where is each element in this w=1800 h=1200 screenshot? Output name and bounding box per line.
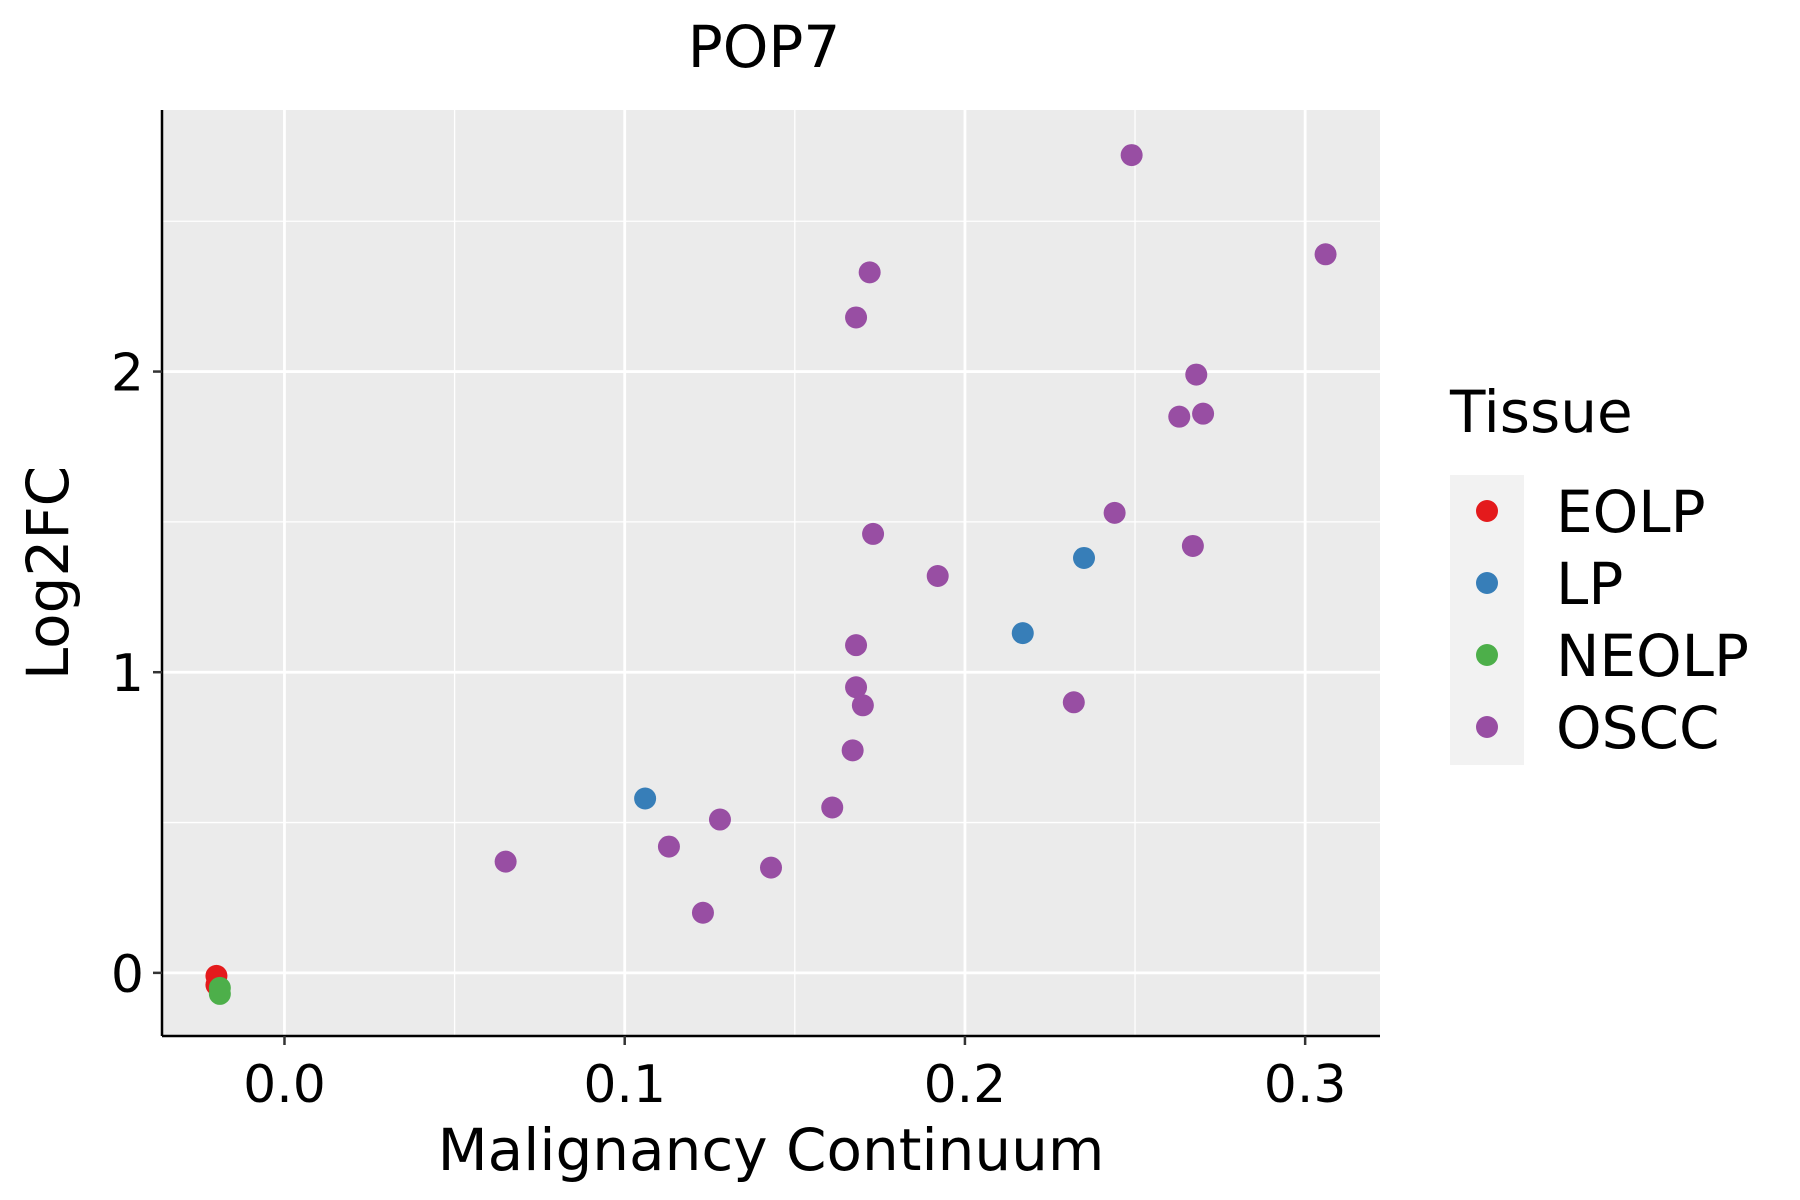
data-points [205, 144, 1337, 1005]
legend-label-neolp: NEOLP [1556, 622, 1749, 690]
data-point-oscc [657, 835, 680, 858]
data-point-lp [634, 787, 657, 810]
data-point-oscc [1168, 405, 1191, 428]
data-point-oscc [691, 901, 714, 924]
axes: 0.0 0.1 0.2 0.3 0 1 2 [111, 110, 1380, 1115]
data-point-oscc [1062, 691, 1085, 714]
grid [162, 110, 1380, 1036]
data-point-oscc [862, 522, 885, 545]
legend-label-oscc: OSCC [1556, 694, 1719, 762]
data-point-oscc [1181, 534, 1204, 557]
x-tick-label: 0.3 [1264, 1055, 1347, 1115]
data-point-oscc [851, 694, 874, 717]
plot-area [162, 110, 1380, 1036]
legend-key-eolp [1476, 500, 1498, 522]
legend-key-lp [1476, 572, 1498, 594]
y-tick-label: 0 [111, 945, 144, 1005]
data-point-oscc [858, 261, 881, 284]
data-point-oscc [1103, 501, 1126, 524]
data-point-oscc [926, 565, 949, 588]
plot-background [162, 110, 1380, 1036]
x-tick-label: 0.2 [924, 1055, 1007, 1115]
data-point-oscc [708, 808, 731, 831]
x-tick-label: 0.1 [583, 1055, 666, 1115]
data-point-oscc [845, 676, 868, 699]
y-axis-label: Log2FC [14, 466, 82, 680]
data-point-oscc [1120, 144, 1143, 167]
x-tick-label: 0.0 [243, 1055, 326, 1115]
data-point-oscc [760, 856, 782, 879]
legend-label-lp: LP [1556, 550, 1623, 618]
legend-title: Tissue [1449, 378, 1633, 446]
data-point-oscc [845, 634, 868, 657]
data-point-oscc [845, 306, 868, 329]
data-point-neolp [208, 982, 231, 1005]
data-point-lp [1073, 546, 1096, 569]
data-point-oscc [1185, 363, 1208, 386]
x-axis-label: Malignancy Continuum [438, 1116, 1105, 1184]
data-point-oscc [494, 850, 517, 873]
data-point-oscc [821, 796, 844, 819]
legend-key-oscc [1476, 716, 1498, 738]
data-point-oscc [1192, 402, 1215, 425]
legend-key-neolp [1476, 644, 1498, 666]
chart-title: POP7 [688, 13, 841, 81]
data-point-lp [1011, 622, 1034, 645]
legend-label-eolp: EOLP [1556, 478, 1706, 546]
data-point-oscc [841, 739, 864, 762]
data-point-oscc [1314, 243, 1337, 266]
y-tick-label: 2 [111, 344, 144, 404]
y-tick-label: 1 [111, 644, 144, 704]
